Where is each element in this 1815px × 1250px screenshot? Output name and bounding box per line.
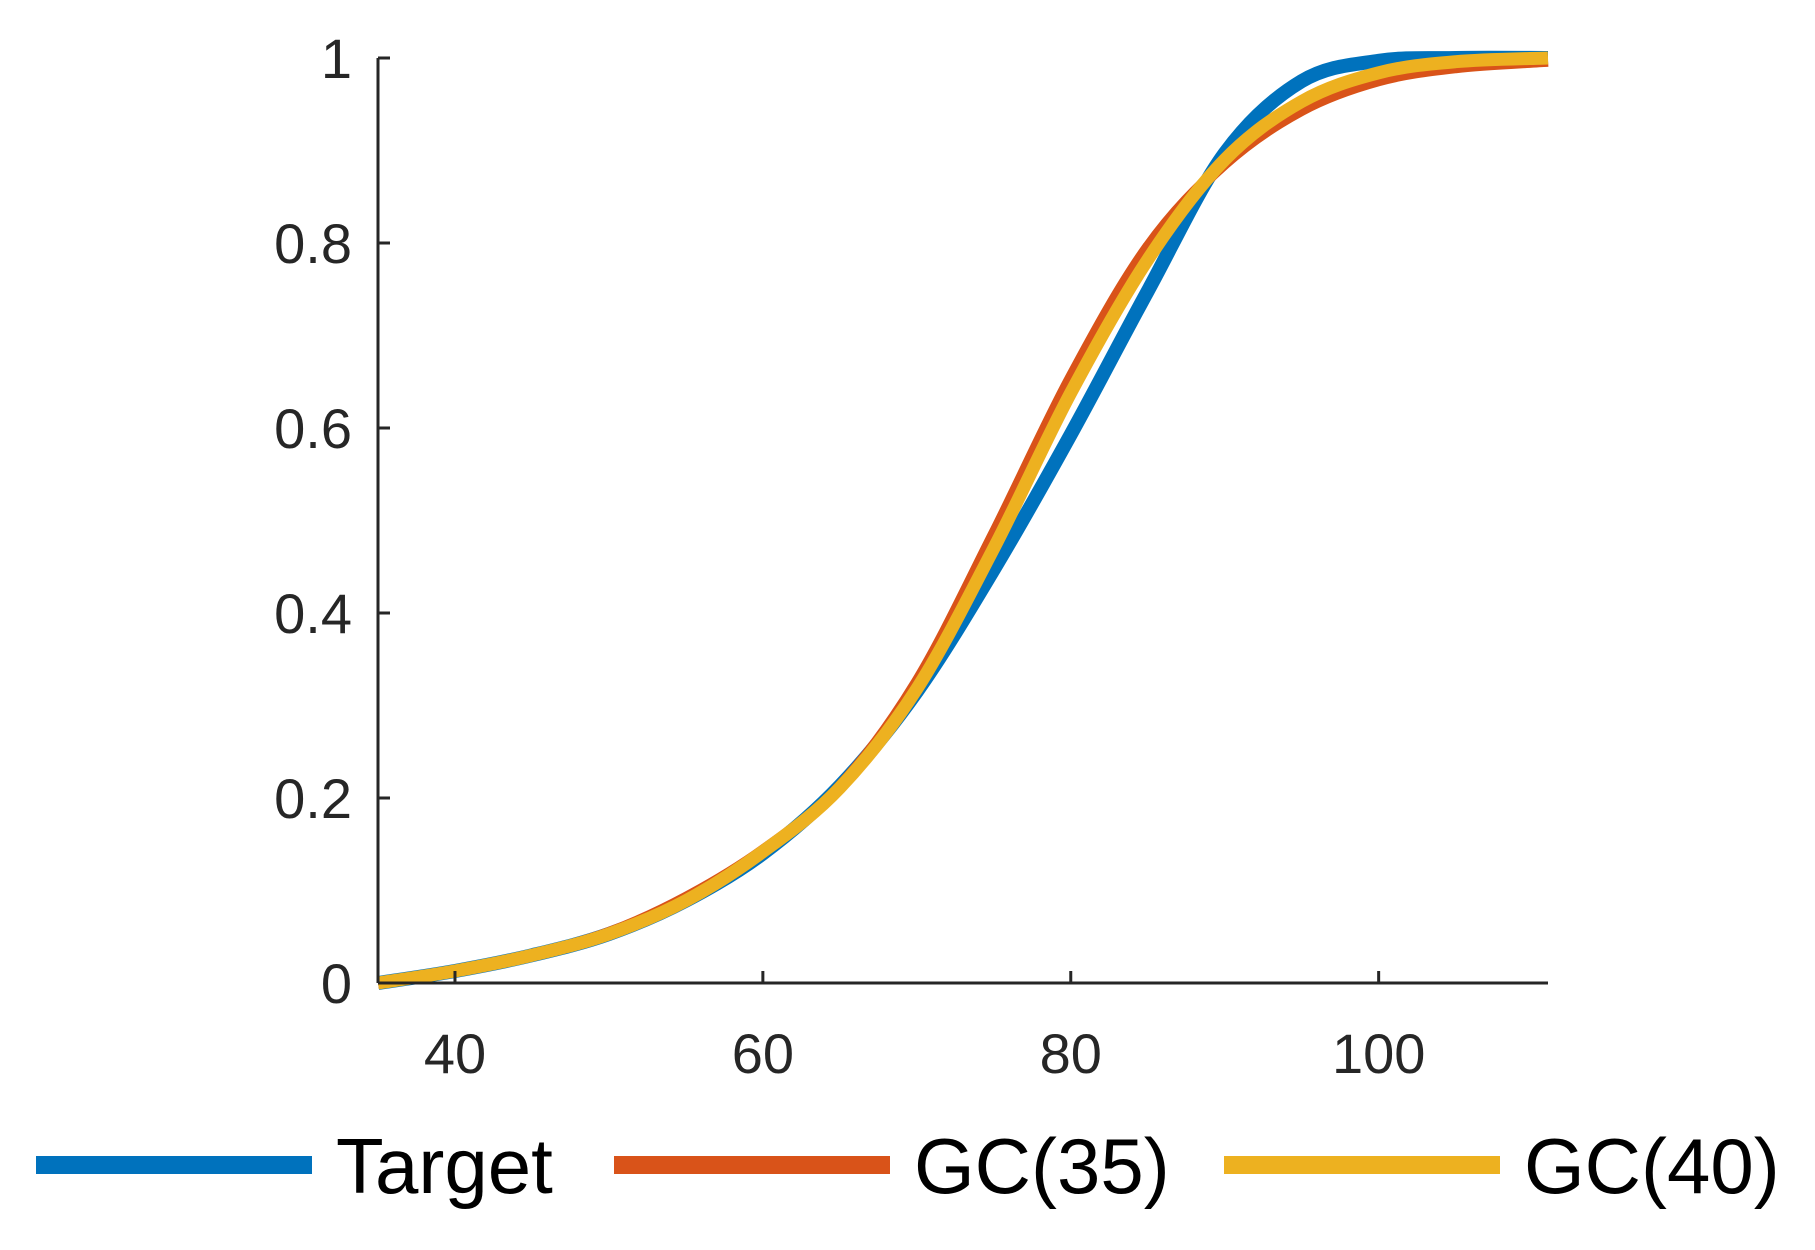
legend-label-target: Target — [336, 1122, 553, 1210]
y-tick-label: 0.2 — [274, 767, 352, 830]
y-tick-label: 0 — [321, 952, 352, 1015]
y-tick-label: 1 — [321, 27, 352, 90]
y-tick-label: 0.4 — [274, 582, 352, 645]
x-tick-label: 60 — [732, 1022, 794, 1085]
x-tick-label: 80 — [1040, 1022, 1102, 1085]
y-tick-label: 0.8 — [274, 212, 352, 275]
ticks: 40 60 80 100 0 0.2 0.4 0.6 0.8 1 — [274, 27, 1425, 1085]
series-layer — [376, 50, 1549, 990]
series-line-target — [376, 50, 1549, 990]
legend: Target GC(35) GC(40) — [36, 1122, 1780, 1210]
legend-label-gc-40: GC(40) — [1524, 1122, 1780, 1210]
series-line-gc-35 — [377, 54, 1549, 989]
x-tick-label: 40 — [424, 1022, 486, 1085]
y-tick-label: 0.6 — [274, 397, 352, 460]
series-line-gc-40 — [376, 51, 1549, 990]
axes — [376, 58, 1548, 985]
x-tick-label: 100 — [1332, 1022, 1425, 1085]
legend-label-gc-35: GC(35) — [914, 1122, 1170, 1210]
